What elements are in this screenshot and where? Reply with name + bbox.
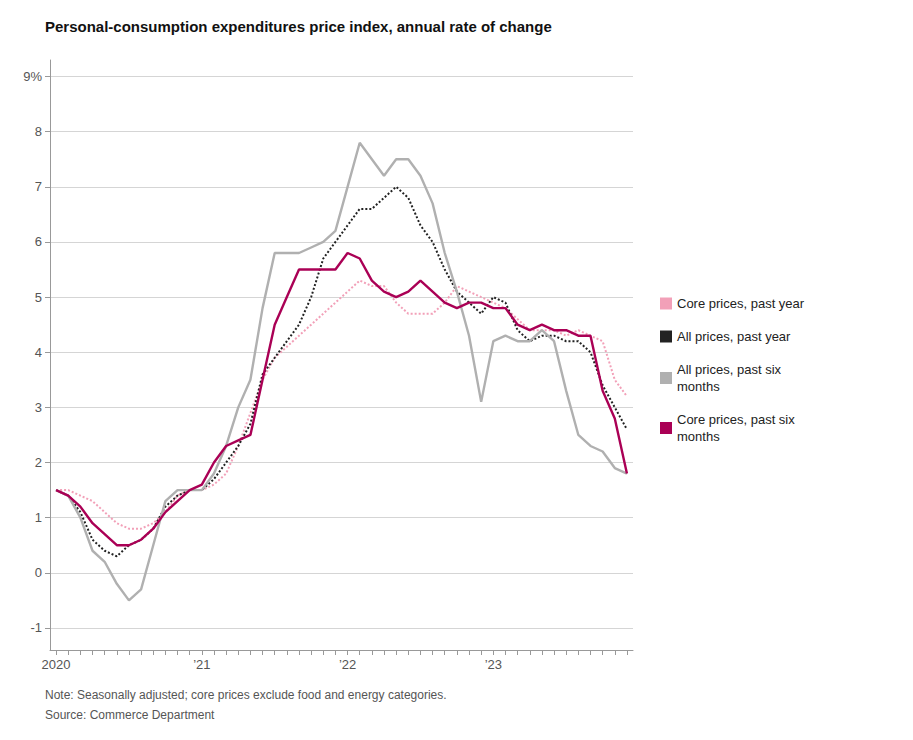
svg-text:Source: Commerce Department: Source: Commerce Department (45, 708, 215, 722)
svg-text:5: 5 (35, 290, 42, 305)
svg-text:6: 6 (35, 234, 42, 249)
svg-text:0: 0 (35, 565, 42, 580)
svg-text:Core prices, past six: Core prices, past six (677, 412, 795, 427)
svg-text:Core prices, past year: Core prices, past year (677, 296, 805, 311)
svg-text:months: months (677, 379, 720, 394)
svg-text:2: 2 (35, 455, 42, 470)
svg-text:9%: 9% (23, 69, 42, 84)
svg-text:All prices, past year: All prices, past year (677, 329, 791, 344)
svg-text:2020: 2020 (42, 657, 71, 672)
svg-text:4: 4 (35, 345, 42, 360)
svg-text:’21: ’21 (193, 657, 210, 672)
svg-text:8: 8 (35, 124, 42, 139)
svg-text:1: 1 (35, 510, 42, 525)
svg-text:Note: Seasonally adjusted; cor: Note: Seasonally adjusted; core prices e… (45, 688, 447, 702)
svg-text:3: 3 (35, 400, 42, 415)
svg-text:’22: ’22 (339, 657, 356, 672)
svg-text:7: 7 (35, 179, 42, 194)
svg-text:All prices, past six: All prices, past six (677, 362, 782, 377)
svg-text:’23: ’23 (485, 657, 502, 672)
svg-text:months: months (677, 429, 720, 444)
svg-text:-1: -1 (30, 620, 42, 635)
svg-text:Personal-consumption expenditu: Personal-consumption expenditures price … (45, 18, 552, 35)
